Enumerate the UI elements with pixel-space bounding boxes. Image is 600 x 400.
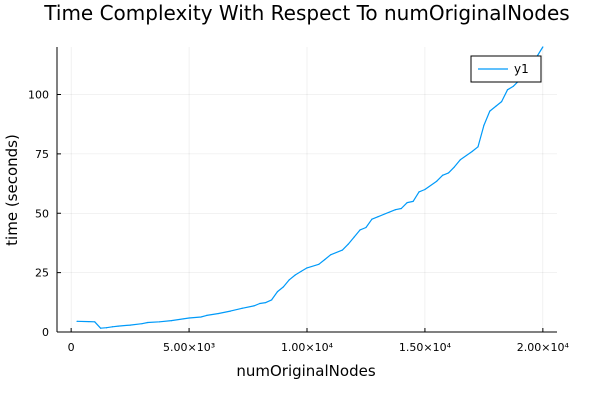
data-point xyxy=(459,159,461,161)
data-point xyxy=(306,267,308,269)
data-point xyxy=(477,146,479,148)
data-point xyxy=(512,85,514,87)
data-point xyxy=(453,166,456,168)
legend-label-y1: y1 xyxy=(514,62,529,76)
data-point xyxy=(206,314,208,316)
data-point xyxy=(436,180,438,182)
data-point xyxy=(506,89,509,91)
legend: y1 xyxy=(470,55,542,83)
data-point xyxy=(288,279,290,281)
data-point xyxy=(324,258,326,261)
data-point xyxy=(388,211,391,213)
data-point xyxy=(542,46,544,48)
data-point xyxy=(442,174,444,176)
data-point xyxy=(265,301,267,304)
data-point xyxy=(259,302,261,305)
data-point xyxy=(318,263,320,265)
data-point xyxy=(217,312,220,315)
data-point xyxy=(359,229,361,231)
data-point xyxy=(300,270,302,273)
data-point xyxy=(94,321,96,323)
data-point xyxy=(400,207,402,210)
data-point xyxy=(418,191,420,193)
data-point xyxy=(371,218,373,220)
data-point xyxy=(471,150,473,153)
y-tick-label: 0 xyxy=(42,326,49,339)
data-point xyxy=(282,286,285,288)
data-point xyxy=(88,320,90,323)
data-point xyxy=(377,216,379,218)
data-point xyxy=(271,299,273,301)
data-point xyxy=(229,310,231,312)
data-point xyxy=(188,317,190,319)
x-tick-label: 5.00×10³ xyxy=(163,341,215,354)
grid xyxy=(57,47,557,333)
ticks: 0 5.00×10³ 1.00×10⁴ 1.50×10⁴ 2.00×10⁴ 0 25 50 75… xyxy=(28,89,569,355)
data-point xyxy=(117,325,119,327)
data-point xyxy=(353,236,355,238)
data-point xyxy=(447,172,450,174)
data-point xyxy=(241,307,243,309)
data-point xyxy=(111,326,114,328)
x-tick-label: 2.00×10⁴ xyxy=(517,341,570,354)
data-point xyxy=(276,291,279,293)
data-point xyxy=(329,254,332,256)
x-tick-label: 1.50×10⁴ xyxy=(399,341,452,354)
x-tick-label: 1.00×10⁴ xyxy=(281,341,334,354)
y-tick-label: 75 xyxy=(35,148,49,161)
data-point xyxy=(147,321,149,324)
data-point xyxy=(200,316,202,318)
data-point xyxy=(394,209,397,211)
data-point xyxy=(170,320,172,322)
data-point xyxy=(182,318,184,320)
data-point xyxy=(365,226,367,229)
data-point xyxy=(341,249,343,251)
data-point xyxy=(347,243,349,245)
y-tick-label: 50 xyxy=(35,207,49,220)
x-axis-label: numOriginalNodes xyxy=(236,362,375,380)
data-point xyxy=(100,327,102,329)
y-tick-label: 100 xyxy=(28,89,49,102)
data-point xyxy=(129,324,131,326)
data-point xyxy=(489,110,491,112)
series-layer xyxy=(76,46,544,329)
chart-title: Time Complexity With Respect To numOrigi… xyxy=(43,1,569,25)
data-point xyxy=(412,200,414,202)
data-point xyxy=(406,201,408,204)
series-line-y1 xyxy=(76,46,544,329)
data-point xyxy=(424,188,426,191)
data-point xyxy=(158,321,161,323)
data-point xyxy=(294,274,296,276)
y-axis-label: time (seconds) xyxy=(3,134,21,246)
data-point xyxy=(105,327,108,329)
data-point xyxy=(495,105,497,107)
y-tick-label: 25 xyxy=(35,267,49,280)
data-point xyxy=(253,305,255,307)
x-tick-label: 0 xyxy=(68,341,75,354)
data-point xyxy=(141,323,143,325)
data-point xyxy=(76,320,78,322)
data-point xyxy=(483,124,485,126)
data-point xyxy=(500,101,503,103)
